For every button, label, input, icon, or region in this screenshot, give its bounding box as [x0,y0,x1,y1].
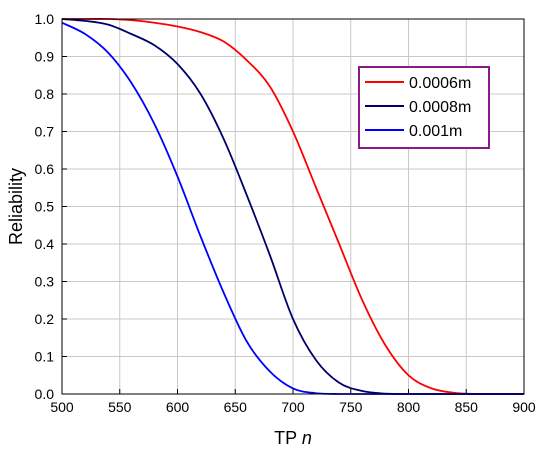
x-tick-label: 600 [166,399,190,415]
legend-items: 0.0006m 0.0008m 0.001m [365,75,471,140]
y-tick-label: 0.9 [35,49,55,65]
x-axis-title-variable: n [302,428,312,448]
legend-label-1: 0.0006m [409,75,471,92]
y-tick-label: 0.0 [35,386,55,402]
y-tick-label: 0.7 [35,124,55,140]
x-tick-label: 700 [281,399,305,415]
y-tick-label: 0.6 [35,161,55,177]
y-tick-label: 0.8 [35,86,55,102]
x-tick-label: 500 [50,399,74,415]
x-tick-label: 650 [224,399,248,415]
y-tick-labels: 0.0 0.1 0.2 0.3 0.4 0.5 0.6 0.7 0.8 0.9 1.0 [35,11,55,402]
legend-label-2: 0.0008m [409,99,471,116]
y-axis-title: Reliability [6,168,26,245]
y-tick-label: 0.1 [35,349,55,365]
legend-box [358,66,490,149]
series-line-1 [61,18,524,395]
legend: 0.0006m 0.0008m 0.001m [358,66,490,149]
y-tick-label: 0.4 [35,236,55,252]
x-tick-labels: 500 550 600 650 700 750 800 850 900 [50,399,536,415]
x-tick-label: 800 [397,399,421,415]
y-tick-label: 0.2 [35,311,55,327]
tick-marks [61,18,525,395]
x-tick-label: 750 [339,399,363,415]
x-axis-title-text: TP [274,428,297,448]
x-axis-title: TP n [274,428,312,448]
legend-label-3: 0.001m [409,123,462,140]
y-tick-label: 0.3 [35,274,55,290]
y-tick-label: 0.5 [35,199,55,215]
y-tick-label: 1.0 [35,11,55,27]
x-tick-label: 850 [455,399,479,415]
x-tick-label: 550 [108,399,132,415]
x-tick-label: 900 [512,399,536,415]
